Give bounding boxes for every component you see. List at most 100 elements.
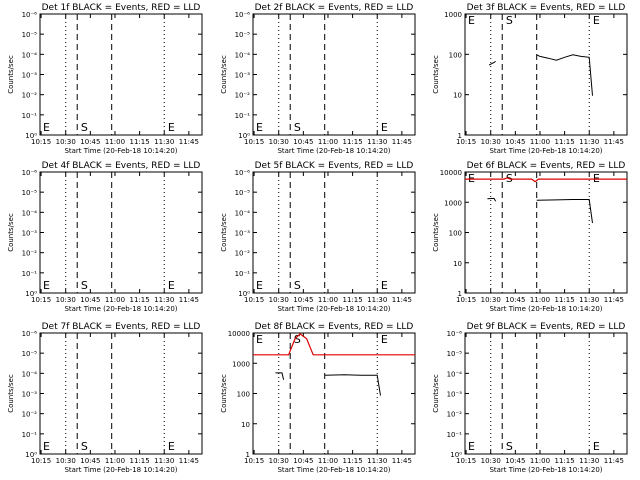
x-tick-label: 11:15 xyxy=(555,457,575,465)
y-tick-label: 10⁻³ xyxy=(22,391,38,399)
y-axis-label: Counts/sec xyxy=(220,55,228,94)
x-tick-label: 11:15 xyxy=(343,138,363,146)
lld-series-line xyxy=(253,333,415,356)
y-tick-label: 10⁻¹ xyxy=(22,431,38,439)
x-tick-label: 11:45 xyxy=(179,138,199,146)
annotation-label: E xyxy=(381,121,388,134)
y-tick-label: 10⁰ xyxy=(450,451,462,459)
events-series-line xyxy=(487,197,497,202)
x-tick-label: 11:00 xyxy=(318,296,338,304)
y-axis-label: Counts/sec xyxy=(220,213,228,252)
plot-frame xyxy=(252,13,416,136)
y-tick-label: 10⁻¹ xyxy=(235,112,251,120)
y-tick-label: 10⁻⁵ xyxy=(22,31,38,39)
x-axis-label: Start Time (20-Feb-18 10:14:20) xyxy=(64,466,177,474)
x-tick-label: 10:30 xyxy=(269,457,289,465)
y-axis-label: Counts/sec xyxy=(7,213,15,252)
x-tick-label: 10:45 xyxy=(80,457,100,465)
y-tick-label: 10⁻⁶ xyxy=(235,11,251,19)
y-tick-label: 10⁻⁴ xyxy=(22,51,38,59)
x-axis-label: Start Time (20-Feb-18 10:14:20) xyxy=(489,305,602,313)
x-tick-label: 11:45 xyxy=(179,457,199,465)
events-series-line xyxy=(324,374,381,396)
plot-frame xyxy=(39,332,203,455)
annotation-label: E xyxy=(43,279,50,292)
x-tick-label: 11:00 xyxy=(105,457,125,465)
annotation-label: S xyxy=(294,333,301,346)
y-tick-label: 1 xyxy=(458,290,462,298)
y-tick-label: 10⁻² xyxy=(235,250,251,258)
x-tick-label: 11:00 xyxy=(530,138,550,146)
annotation-label: E xyxy=(168,440,175,453)
x-tick-label: 10:15 xyxy=(456,296,476,304)
events-series-line xyxy=(536,199,593,224)
y-tick-label: 10⁻¹ xyxy=(22,112,38,120)
x-tick-label: 10:45 xyxy=(80,138,100,146)
y-tick-label: 1000 xyxy=(444,11,462,19)
x-tick-label: 11:00 xyxy=(530,296,550,304)
x-tick-label: 10:30 xyxy=(56,457,76,465)
y-axis-label: Counts/sec xyxy=(432,213,440,252)
x-tick-label: 11:45 xyxy=(392,138,412,146)
y-axis-label: Counts/sec xyxy=(7,374,15,413)
x-tick-label: 11:30 xyxy=(579,138,599,146)
x-tick-label: 11:00 xyxy=(530,457,550,465)
y-tick-label: 1 xyxy=(246,451,250,459)
panel-title: Det 5f BLACK = Events, RED = LLD xyxy=(255,161,414,171)
y-tick-label: 10⁻⁴ xyxy=(235,209,251,217)
y-tick-label: 10⁻⁶ xyxy=(447,330,463,338)
annotation-label: S xyxy=(506,14,513,27)
x-tick-label: 10:45 xyxy=(505,296,525,304)
x-tick-label: 10:15 xyxy=(31,296,51,304)
y-tick-label: 100 xyxy=(449,230,462,238)
x-tick-label: 11:30 xyxy=(154,457,174,465)
annotation-label: E xyxy=(256,121,263,134)
plot-frame xyxy=(39,171,203,294)
x-axis-label: Start Time (20-Feb-18 10:14:20) xyxy=(277,305,390,313)
x-tick-label: 11:45 xyxy=(604,457,624,465)
x-axis-label: Start Time (20-Feb-18 10:14:20) xyxy=(277,466,390,474)
y-tick-label: 10⁻⁴ xyxy=(22,209,38,217)
annotation-label: E xyxy=(43,440,50,453)
x-tick-label: 10:45 xyxy=(80,296,100,304)
y-tick-label: 10⁻² xyxy=(447,411,463,419)
x-tick-label: 10:15 xyxy=(244,138,264,146)
annotation-label: S xyxy=(506,440,513,453)
annotation-label: E xyxy=(468,14,475,27)
x-tick-label: 11:30 xyxy=(154,138,174,146)
annotation-label: E xyxy=(256,333,263,346)
x-tick-label: 11:45 xyxy=(604,296,624,304)
x-axis-label: Start Time (20-Feb-18 10:14:20) xyxy=(277,147,390,155)
y-tick-label: 10⁻⁶ xyxy=(22,11,38,19)
y-tick-label: 10⁻³ xyxy=(22,230,38,238)
y-axis-label: Counts/sec xyxy=(7,55,15,94)
annotation-label: E xyxy=(381,279,388,292)
x-tick-label: 11:15 xyxy=(130,138,150,146)
y-tick-label: 10⁰ xyxy=(25,132,37,140)
y-tick-label: 10⁻⁵ xyxy=(22,189,38,197)
y-tick-label: 10⁻² xyxy=(22,411,38,419)
x-tick-label: 11:30 xyxy=(367,296,387,304)
y-tick-label: 10⁻¹ xyxy=(447,431,463,439)
annotation-label: E xyxy=(468,440,475,453)
plot-frame xyxy=(464,332,628,455)
x-tick-label: 11:15 xyxy=(555,138,575,146)
events-series-line xyxy=(488,60,496,66)
y-tick-label: 10⁻³ xyxy=(447,391,463,399)
events-series-line xyxy=(275,372,285,380)
y-tick-label: 10⁻³ xyxy=(235,72,251,80)
x-tick-label: 10:30 xyxy=(481,138,501,146)
plot-frame xyxy=(252,171,416,294)
x-tick-label: 10:30 xyxy=(56,138,76,146)
x-tick-label: 11:15 xyxy=(343,457,363,465)
panel-title: Det 8f BLACK = Events, RED = LLD xyxy=(255,322,414,332)
y-tick-label: 10⁰ xyxy=(25,290,37,298)
y-axis-label: Counts/sec xyxy=(432,55,440,94)
x-tick-label: 11:45 xyxy=(392,457,412,465)
x-tick-label: 11:00 xyxy=(318,138,338,146)
panel-title: Det 1f BLACK = Events, RED = LLD xyxy=(42,3,201,13)
x-tick-label: 10:45 xyxy=(505,138,525,146)
y-tick-label: 10⁻² xyxy=(235,92,251,100)
x-tick-label: 10:15 xyxy=(244,296,264,304)
x-tick-label: 10:30 xyxy=(269,138,289,146)
